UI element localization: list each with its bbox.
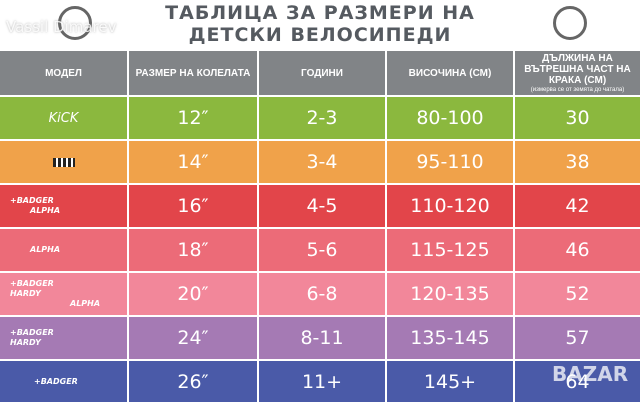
watermark: Vassil Dimarev bbox=[6, 18, 117, 36]
model-cell: +BADGER bbox=[0, 359, 129, 402]
brand-logo: ALPHA bbox=[30, 245, 61, 254]
brand-logo: +BADGER bbox=[10, 328, 54, 337]
brand-logo: KiCK bbox=[48, 110, 79, 126]
model-cell: +BADGER HARDY bbox=[0, 315, 129, 360]
col-header-height: ВИСОЧИНА (СМ) bbox=[386, 51, 515, 96]
title-line-1: ТАБЛИЦА ЗА РАЗМЕРИ НА bbox=[165, 2, 475, 24]
wheel-size-cell: 14″ bbox=[128, 139, 259, 184]
brand-logo: +BADGER bbox=[10, 196, 54, 205]
height-cell: 120-135 bbox=[386, 271, 515, 316]
age-cell: 5-6 bbox=[258, 227, 387, 272]
age-cell: 3-4 bbox=[258, 139, 387, 184]
table-row: KiCK 12″ 2-3 80-100 30 bbox=[0, 95, 640, 140]
brand-logo-icon bbox=[52, 158, 75, 167]
age-cell: 11+ bbox=[258, 359, 387, 402]
table-header-row: МОДЕЛ РАЗМЕР НА КОЛЕЛАТА ГОДИНИ ВИСОЧИНА… bbox=[0, 51, 640, 96]
col-header-age: ГОДИНИ bbox=[258, 51, 387, 96]
size-table: МОДЕЛ РАЗМЕР НА КОЛЕЛАТА ГОДИНИ ВИСОЧИНА… bbox=[0, 51, 640, 402]
inseam-note: (измерва се от земята до чатала) bbox=[530, 86, 625, 93]
model-cell: +BADGER HARDY ALPHA bbox=[0, 271, 129, 316]
model-cell: +BADGER ALPHA bbox=[0, 183, 129, 228]
height-cell: 110-120 bbox=[386, 183, 515, 228]
height-cell: 80-100 bbox=[386, 95, 515, 140]
brand-logo: ALPHA bbox=[70, 299, 101, 308]
height-cell: 95-110 bbox=[386, 139, 515, 184]
inseam-cell: 52 bbox=[514, 271, 640, 316]
page-title: ТАБЛИЦА ЗА РАЗМЕРИ НА ДЕТСКИ ВЕЛОСИПЕДИ bbox=[150, 2, 490, 46]
kids-badge-icon bbox=[553, 6, 587, 40]
age-cell: 6-8 bbox=[258, 271, 387, 316]
wheel-size-cell: 24″ bbox=[128, 315, 259, 360]
wheel-size-cell: 16″ bbox=[128, 183, 259, 228]
inseam-label: ДЪЛЖИНА НА ВЪТРЕШНА ЧАСТ НА КРАКА (СМ) bbox=[524, 52, 631, 86]
height-cell: 115-125 bbox=[386, 227, 515, 272]
height-cell: 145+ bbox=[386, 359, 515, 402]
model-cell bbox=[0, 139, 129, 184]
wheel-size-cell: 18″ bbox=[128, 227, 259, 272]
table-row: +BADGER 26″ 11+ 145+ 64 bbox=[0, 359, 640, 402]
age-cell: 2-3 bbox=[258, 95, 387, 140]
inseam-cell: 64 bbox=[514, 359, 640, 402]
wheel-size-cell: 12″ bbox=[128, 95, 259, 140]
inseam-cell: 42 bbox=[514, 183, 640, 228]
age-cell: 4-5 bbox=[258, 183, 387, 228]
age-cell: 8-11 bbox=[258, 315, 387, 360]
wheel-size-cell: 20″ bbox=[128, 271, 259, 316]
inseam-cell: 38 bbox=[514, 139, 640, 184]
table-row: ALPHA 18″ 5-6 115-125 46 bbox=[0, 227, 640, 272]
col-header-wheel-size: РАЗМЕР НА КОЛЕЛАТА bbox=[128, 51, 259, 96]
col-header-model: МОДЕЛ bbox=[0, 51, 129, 96]
brand-logo: ALPHA bbox=[30, 206, 61, 215]
brand-logo: HARDY bbox=[10, 289, 41, 298]
col-header-inseam: ДЪЛЖИНА НА ВЪТРЕШНА ЧАСТ НА КРАКА (СМ) (… bbox=[514, 51, 640, 96]
table-row: +BADGER HARDY 24″ 8-11 135-145 57 bbox=[0, 315, 640, 360]
brand-logo: +BADGER bbox=[10, 279, 54, 288]
wheel-size-cell: 26″ bbox=[128, 359, 259, 402]
bottom-watermark: BAZAR bbox=[552, 362, 629, 386]
header: ТАБЛИЦА ЗА РАЗМЕРИ НА ДЕТСКИ ВЕЛОСИПЕДИ … bbox=[0, 0, 640, 50]
model-cell: KiCK bbox=[0, 95, 129, 140]
inseam-cell: 57 bbox=[514, 315, 640, 360]
table-row: +BADGER ALPHA 16″ 4-5 110-120 42 bbox=[0, 183, 640, 228]
inseam-cell: 30 bbox=[514, 95, 640, 140]
height-cell: 135-145 bbox=[386, 315, 515, 360]
model-cell: ALPHA bbox=[0, 227, 129, 272]
table-row: 14″ 3-4 95-110 38 bbox=[0, 139, 640, 184]
kids-logo-icon bbox=[58, 6, 92, 40]
brand-logo: HARDY bbox=[10, 338, 41, 347]
title-line-2: ДЕТСКИ ВЕЛОСИПЕДИ bbox=[188, 24, 452, 46]
table-row: +BADGER HARDY ALPHA 20″ 6-8 120-135 52 bbox=[0, 271, 640, 316]
brand-logo: +BADGER bbox=[34, 376, 78, 386]
inseam-cell: 46 bbox=[514, 227, 640, 272]
